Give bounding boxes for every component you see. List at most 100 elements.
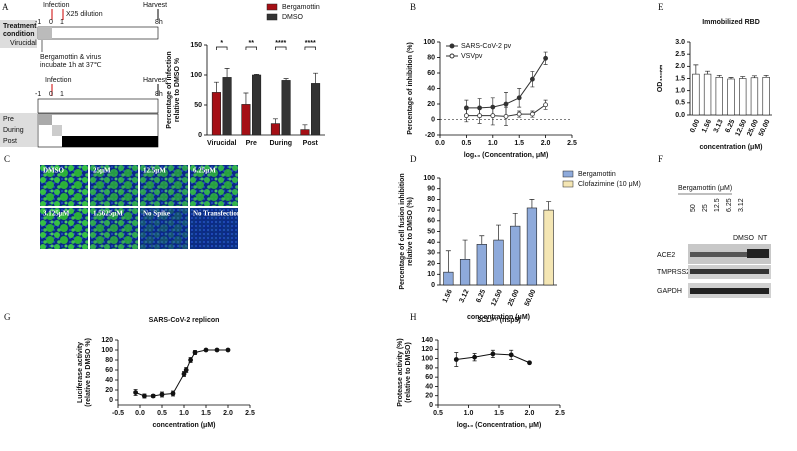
bar [270,123,280,136]
y-tick-label: 120 [101,337,113,344]
x-tick-label: 2.0 [525,410,535,417]
x-tick-label: 3.12 [458,289,470,304]
error-bar [224,68,230,78]
y-tick-label: 40 [427,85,435,92]
error-bar [243,92,249,105]
protein-label: TMPRSS2 [657,269,690,276]
significance-label: ** [249,40,255,47]
x-tick-label: Pre [246,140,257,147]
image [90,165,138,206]
image-label: 3.125μM [43,210,70,218]
error-bar [283,78,289,81]
point [453,357,459,362]
legend-swatch [562,180,574,188]
legend-swatch [562,170,574,178]
label: 1 [60,19,64,26]
significance-label: * [220,40,223,47]
y-tick-label: 40 [427,239,435,246]
image-label: 1.5625μM [93,210,123,218]
label: Treatment [3,23,37,30]
lane-label: 25 [702,204,709,212]
y-tick-label: 20 [427,101,435,108]
y-axis-label: (relative to DMSO) [405,342,412,403]
bar [252,74,262,136]
x-tick-label: 1.0 [488,140,498,147]
y-tick-label: 1.5 [675,75,685,82]
box [0,113,37,147]
bar [703,73,712,116]
chart-title: 3CLᵖʳᵒ (nsp5) [477,317,521,324]
label: -1 [35,91,41,98]
point [150,393,156,399]
error-bar [693,64,699,75]
bar [459,259,471,286]
image [190,165,238,206]
y-tick-label: 3.0 [675,39,685,46]
bar [727,78,735,116]
legend-marker [449,43,455,49]
y-tick-label: 20 [425,393,433,400]
x-tick-label: 6.25 [475,289,487,304]
label: 0 [49,19,53,26]
error-bar [740,76,746,79]
x-tick-label: Virucidal [207,140,236,147]
image [40,208,88,249]
box [38,27,52,39]
error-bar [496,224,501,241]
label: During [3,127,24,134]
y-tick-label: 80 [427,196,435,203]
point [503,114,509,119]
y-tick-label: 70 [427,207,435,214]
error-bar [272,118,278,124]
x-tick-label: 1.5 [201,410,211,417]
legend-label: VSVpv [461,53,483,60]
x-tick-label: 2.5 [245,410,255,417]
y-tick-label: 20 [427,260,435,267]
image-label: 12.5μM [143,167,166,175]
label: Harvest [143,77,167,84]
x-tick-label: 0.0 [135,410,145,417]
y-tick-label: 0 [431,282,435,289]
x-tick-label: 25.00 [507,289,521,308]
point [214,347,220,353]
y-tick-label: -20 [425,132,435,139]
image [190,208,238,249]
y-tick-label: 30 [427,250,435,257]
label: 8h [155,91,163,98]
label: Infection [45,77,72,84]
point [133,390,139,395]
y-tick-label: 60 [105,367,113,374]
point [527,360,532,366]
y-tick-label: 60 [427,218,435,225]
y-axis-label: OD₄₅₀ₙₘ [657,64,664,92]
label: 0 [49,91,53,98]
error-bar [705,70,711,75]
box [38,114,52,125]
y-tick-label: 0 [109,397,113,404]
x-tick-label: During [269,140,292,147]
y-axis-label: Luciferase activity [77,342,84,403]
legend-swatch [266,3,278,11]
legend-marker [449,53,455,59]
significance-bracket [216,46,228,50]
protein-label: GAPDH [657,288,682,295]
x-tick-label: 2.5 [555,410,565,417]
error-bar [763,74,769,78]
y-axis-label: Protease activity (%) [397,338,404,406]
panel-label: D [410,154,417,164]
band [690,252,769,257]
x-axis-label: log₁₀ (Concentration, μM) [464,152,549,159]
panel-label: A [2,2,9,12]
y-tick-label: 140 [421,337,433,344]
bar [510,225,521,286]
band [690,269,769,274]
y-tick-label: 100 [421,355,433,362]
legend-label: Clofazimine (10 μM) [578,181,641,188]
label: Virucidal [10,40,37,47]
x-axis-label: concentration (μM) [699,144,762,151]
point [530,76,535,82]
error-bar [751,75,757,78]
western-blot: Bergamottin (μM) 50 25 12.5 6.25 3.12 DM… [657,185,771,298]
error-bar [728,77,734,79]
